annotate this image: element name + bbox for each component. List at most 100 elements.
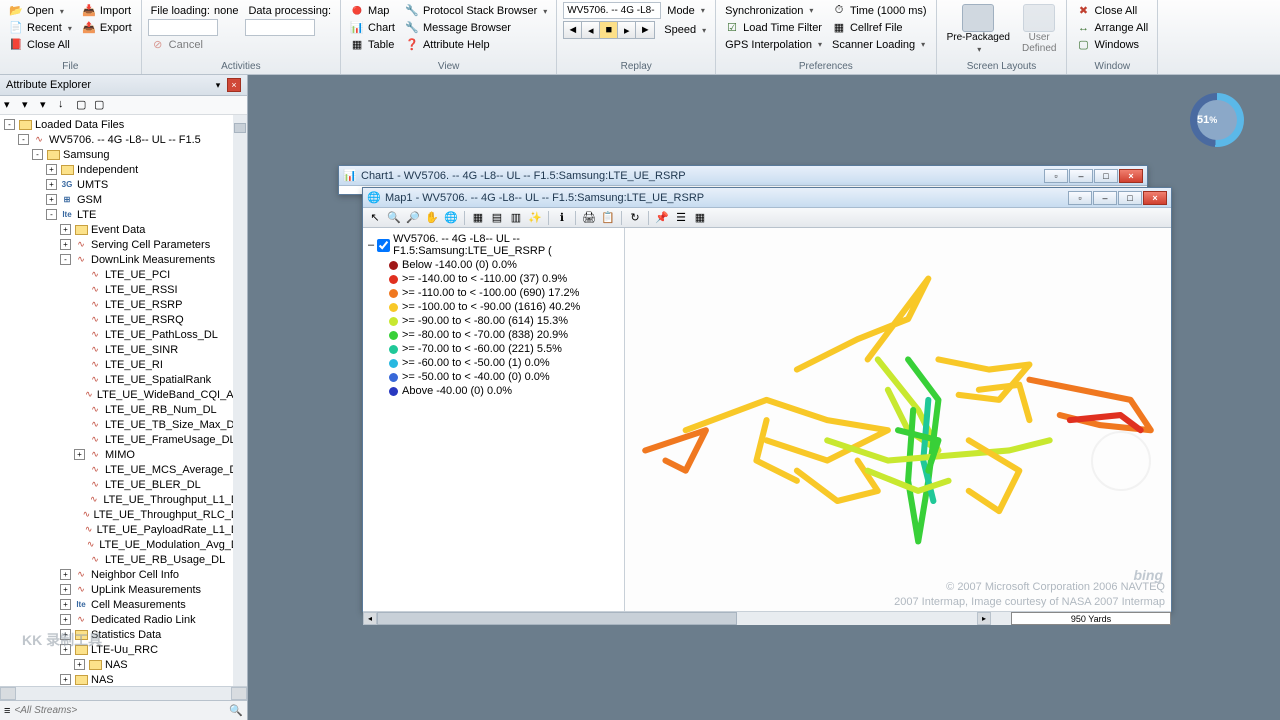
sync-button[interactable]: Synchronization [722, 2, 825, 19]
tree-expander[interactable]: + [60, 584, 71, 595]
map-restore-button[interactable]: ▫ [1068, 191, 1092, 205]
tree-item[interactable]: ∿LTE_UE_PathLoss_DL [0, 327, 247, 342]
tree-item[interactable]: +∿MIMO [0, 447, 247, 462]
tree-item[interactable]: ∿LTE_UE_RSSI [0, 282, 247, 297]
replay-next-button[interactable]: ▸ [618, 22, 636, 38]
map-tb-wand[interactable]: ✨ [527, 210, 543, 226]
map-tb-grid[interactable]: ▤ [489, 210, 505, 226]
legend-expander[interactable]: – [368, 239, 374, 251]
map-tb-globe[interactable]: 🌐 [443, 210, 459, 226]
closeall-button[interactable]: Close All [6, 36, 75, 53]
cancel-button[interactable]: Cancel [148, 36, 242, 53]
tree-item[interactable]: ∿LTE_UE_SINR [0, 342, 247, 357]
import-button[interactable]: Import [79, 2, 135, 19]
tree-item[interactable]: +∿Serving Cell Parameters [0, 237, 247, 252]
tree-item[interactable]: +lteCell Measurements [0, 597, 247, 612]
gps-button[interactable]: GPS Interpolation [722, 36, 825, 53]
legend-item[interactable]: >= -140.00 to < -110.00 (37) 0.9% [367, 272, 620, 286]
tree-hscroll[interactable] [0, 686, 247, 700]
tree-item[interactable]: ∿LTE_UE_FrameUsage_DL [0, 432, 247, 447]
tb-icon[interactable]: ▾ [4, 98, 18, 112]
tree-item[interactable]: ∿LTE_UE_PayloadRate_L1_DL [0, 522, 247, 537]
tree-item[interactable]: +∿UpLink Measurements [0, 582, 247, 597]
tree-expander[interactable]: - [46, 209, 57, 220]
tree-item[interactable]: +NAS [0, 672, 247, 686]
tree-expander[interactable]: + [46, 164, 57, 175]
replay-stream-select[interactable] [563, 2, 661, 19]
map-tb-zoomout[interactable]: 🔎 [405, 210, 421, 226]
tree-item[interactable]: ∿LTE_UE_RB_Usage_DL [0, 552, 247, 567]
tree-expander[interactable]: + [46, 179, 57, 190]
legend-item[interactable]: Above -40.00 (0) 0.0% [367, 384, 620, 398]
map-tb-list[interactable]: ☰ [673, 210, 689, 226]
map-tb-print[interactable]: 🖨 [581, 210, 597, 226]
tree-expander[interactable]: + [74, 659, 85, 670]
map-titlebar[interactable]: 🌐 Map1 - WV5706. -- 4G -L8-- UL -- F1.5:… [363, 188, 1171, 208]
legend-panel[interactable]: – WV5706. -- 4G -L8-- UL -- F1.5:Samsung… [363, 228, 625, 611]
tree-expander[interactable]: + [60, 224, 71, 235]
tree-item[interactable]: +⊞GSM [0, 192, 247, 207]
tree-item[interactable]: +NAS [0, 657, 247, 672]
tree-item[interactable]: ∿LTE_UE_BLER_DL [0, 477, 247, 492]
tree-expander[interactable]: + [60, 614, 71, 625]
hscroll-left[interactable]: ◂ [363, 612, 377, 625]
pin-button[interactable]: ▾ [211, 78, 225, 92]
map-tb-info[interactable]: ℹ [554, 210, 570, 226]
map-tb-pan[interactable]: ✋ [424, 210, 440, 226]
tree-scrollbar[interactable] [233, 115, 247, 686]
legend-checkbox[interactable] [377, 239, 390, 252]
map-tb-refresh[interactable]: ↻ [627, 210, 643, 226]
tree-item[interactable]: ∿LTE_UE_RI [0, 357, 247, 372]
map-max-button[interactable]: □ [1118, 191, 1142, 205]
tree-item[interactable]: ∿LTE_UE_Throughput_RLC_DL [0, 507, 247, 522]
replay-stop-button[interactable]: ■ [600, 22, 618, 38]
open-button[interactable]: Open [6, 2, 75, 19]
tree-item[interactable]: ∿LTE_UE_MCS_Average_DL [0, 462, 247, 477]
map-hscroll[interactable]: ◂ ▸ 950 Yards [363, 611, 1171, 625]
map-tb-cursor[interactable]: ↖ [367, 210, 383, 226]
legend-item[interactable]: >= -80.00 to < -70.00 (838) 20.9% [367, 328, 620, 342]
chart-min-button[interactable]: – [1069, 169, 1093, 183]
tree-item[interactable]: -Samsung [0, 147, 247, 162]
map-window[interactable]: 🌐 Map1 - WV5706. -- 4G -L8-- UL -- F1.5:… [362, 187, 1172, 612]
tree-item[interactable]: ∿LTE_UE_SpatialRank [0, 372, 247, 387]
replay-first-button[interactable]: ◄ [564, 22, 582, 38]
arrange-button[interactable]: Arrange All [1073, 19, 1151, 36]
legend-item[interactable]: >= -50.00 to < -40.00 (0) 0.0% [367, 370, 620, 384]
chart-max-button[interactable]: □ [1094, 169, 1118, 183]
legend-item[interactable]: >= -110.00 to < -100.00 (690) 17.2% [367, 286, 620, 300]
tree-item[interactable]: +3GUMTS [0, 177, 247, 192]
tree-expander[interactable]: - [18, 134, 29, 145]
replay-last-button[interactable]: ► [636, 22, 654, 38]
legend-item[interactable]: >= -70.00 to < -60.00 (221) 5.5% [367, 342, 620, 356]
tree-item[interactable]: ∿LTE_UE_Throughput_L1_DL [0, 492, 247, 507]
chart-button[interactable]: Chart [347, 19, 398, 36]
tree-item[interactable]: -lteLTE [0, 207, 247, 222]
tree-item[interactable]: ∿LTE_UE_RB_Num_DL [0, 402, 247, 417]
protocol-button[interactable]: Protocol Stack Browser [402, 2, 550, 19]
tree-item[interactable]: -∿WV5706. -- 4G -L8-- UL -- F1.5 [0, 132, 247, 147]
loadtime-button[interactable]: Load Time Filter [722, 19, 825, 36]
map-tb-grid2[interactable]: ▥ [508, 210, 524, 226]
tree-expander[interactable]: + [74, 449, 85, 460]
legend-header[interactable]: – WV5706. -- 4G -L8-- UL -- F1.5:Samsung… [367, 232, 620, 258]
search-icon[interactable]: 🔍 [229, 704, 243, 717]
recent-button[interactable]: Recent [6, 19, 75, 36]
windows-button[interactable]: Windows [1073, 36, 1151, 53]
tree-expander[interactable]: - [60, 254, 71, 265]
tb-icon[interactable]: ▢ [94, 98, 108, 112]
stream-filter-input[interactable] [14, 705, 225, 716]
tree-expander[interactable]: - [32, 149, 43, 160]
legend-item[interactable]: >= -90.00 to < -80.00 (614) 15.3% [367, 314, 620, 328]
userdefined-button[interactable]: User Defined [1016, 2, 1062, 60]
win-closeall-button[interactable]: Close All [1073, 2, 1151, 19]
speed-dropdown[interactable]: Speed [661, 22, 709, 39]
tree-expander[interactable]: + [60, 569, 71, 580]
chart-titlebar[interactable]: Chart1 - WV5706. -- 4G -L8-- UL -- F1.5:… [339, 166, 1147, 186]
tree-expander[interactable]: + [60, 674, 71, 685]
tree-item[interactable]: +LTE-Uu_RRC [0, 642, 247, 657]
map-tb-table[interactable]: ▦ [692, 210, 708, 226]
chart-close-button[interactable]: × [1119, 169, 1143, 183]
filter-icon[interactable]: ≡ [4, 705, 10, 717]
tree-item[interactable]: ∿LTE_UE_WideBand_CQI_Ave [0, 387, 247, 402]
